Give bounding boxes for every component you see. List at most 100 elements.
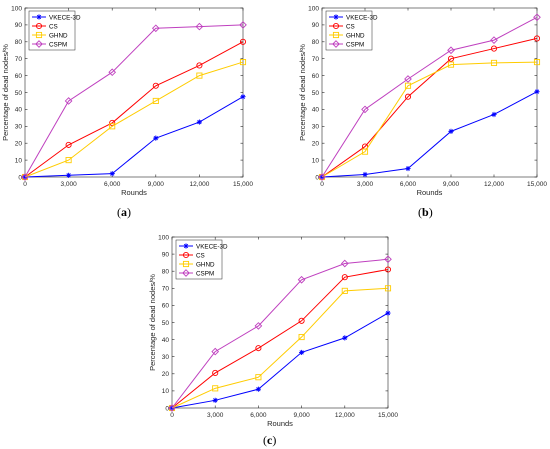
x-tick-label: 0: [320, 181, 324, 188]
data-point-ghnd: [239, 59, 247, 66]
legend-marker: [36, 14, 42, 20]
chart-b: 0 10 20 30 40 50 60 70 80 90 100 0 3,000 6,000 9,000 12…: [298, 5, 547, 197]
y-tick-label: 90: [312, 22, 320, 29]
legend-marker: [333, 14, 339, 20]
y-tick-label: 30: [312, 124, 320, 131]
data-point-cs: [152, 82, 159, 89]
series-line-cspm: [321, 16, 538, 178]
x-axis-label: Rounds: [417, 188, 443, 197]
data-point-cspm: [384, 255, 392, 264]
legend-marker: [182, 260, 190, 268]
data-point-cspm: [340, 259, 349, 268]
data-point-cspm: [168, 404, 176, 412]
legend-marker: [182, 269, 190, 277]
y-tick-label: 60: [312, 73, 320, 80]
data-point-cs: [212, 369, 219, 376]
data-point-cs: [447, 55, 455, 62]
data-point-vkece-3d: [385, 310, 391, 316]
y-tick-label: 50: [312, 90, 320, 97]
data-point-cs: [239, 38, 247, 45]
y-tick-label: 0: [18, 174, 22, 181]
data-point-cspm: [490, 36, 498, 44]
x-tick-label: 6,000: [104, 181, 121, 188]
y-tick-label: 20: [312, 141, 320, 148]
legend-marker: [35, 22, 43, 30]
data-point-cs: [109, 119, 116, 126]
x-tick-label: 3,000: [207, 412, 224, 419]
x-axis-label: Rounds: [121, 188, 147, 197]
y-tick-label: 90: [15, 22, 23, 29]
data-point-vkece-3d: [405, 165, 411, 172]
x-tick-label: 9,000: [148, 181, 165, 188]
y-tick-label: 70: [15, 56, 23, 63]
data-point-cspm: [108, 68, 117, 77]
legend-marker: [182, 251, 190, 259]
data-point-cspm: [151, 24, 160, 33]
data-point-cs: [255, 345, 262, 352]
legend-marker: [332, 22, 340, 30]
data-point-ghnd: [533, 59, 541, 66]
legend-label: CSPM: [49, 41, 67, 48]
data-point-vkece-3d: [299, 349, 305, 356]
data-point-ghnd: [196, 72, 203, 79]
y-axis-label: Percentage of dead nodes/%: [298, 44, 307, 141]
y-tick-label: 100: [158, 234, 169, 241]
caption-c: (c): [263, 433, 277, 447]
y-tick-label: 90: [162, 251, 170, 258]
data-point-ghnd: [384, 285, 392, 292]
data-point-ghnd: [404, 82, 412, 89]
x-tick-label: 12,000: [335, 412, 355, 419]
legend-marker: [35, 31, 43, 39]
data-point-cs: [196, 62, 203, 69]
x-tick-label: 15,000: [233, 181, 253, 188]
legend-label: CSPM: [346, 41, 364, 48]
y-tick-label: 0: [165, 405, 169, 412]
series-line-vkece-3d: [24, 96, 244, 178]
legend-label: GHND: [49, 32, 68, 39]
data-point-vkece-3d: [153, 135, 159, 141]
data-point-cspm: [195, 22, 204, 31]
data-point-ghnd: [65, 157, 72, 164]
series-line-cspm: [171, 258, 389, 409]
legend-marker: [183, 243, 189, 249]
data-point-vkece-3d: [66, 172, 72, 178]
x-tick-label: 12,000: [484, 181, 504, 188]
data-point-vkece-3d: [240, 94, 246, 100]
data-point-cs: [384, 266, 392, 273]
y-tick-label: 40: [312, 107, 320, 114]
caption-b: (b): [418, 205, 433, 219]
x-tick-label: 12,000: [189, 181, 209, 188]
series-line-cs: [321, 37, 538, 178]
y-tick-label: 40: [162, 337, 170, 344]
data-point-vkece-3d: [109, 171, 115, 177]
y-tick-label: 10: [312, 157, 320, 164]
data-point-vkece-3d: [255, 386, 261, 392]
x-tick-label: 9,000: [293, 412, 310, 419]
data-point-cs: [490, 45, 498, 52]
y-tick-label: 50: [15, 90, 23, 97]
y-tick-label: 40: [15, 107, 23, 114]
legend-label: VKECE-3D: [196, 243, 228, 250]
data-point-cs: [533, 35, 541, 42]
data-point-ghnd: [341, 287, 348, 294]
y-tick-label: 30: [162, 354, 170, 361]
data-point-cs: [404, 93, 412, 100]
x-tick-label: 15,000: [378, 412, 398, 419]
data-point-ghnd: [361, 148, 369, 155]
y-axis-label: Percentage of dead nodes/%: [148, 274, 157, 371]
data-point-cspm: [361, 105, 369, 114]
caption-a: (a): [117, 205, 131, 219]
x-tick-label: 6,000: [250, 412, 267, 419]
y-tick-label: 100: [11, 5, 22, 12]
y-tick-label: 60: [162, 303, 170, 310]
legend-label: GHND: [196, 261, 215, 268]
legend-label: CS: [196, 252, 205, 259]
x-tick-label: 9,000: [443, 181, 460, 188]
series-line-cs: [171, 268, 389, 409]
data-point-cspm: [404, 75, 412, 83]
data-point-cs: [65, 141, 72, 148]
y-tick-label: 80: [15, 39, 23, 46]
legend-label: VKECE-3D: [346, 14, 378, 21]
data-point-cs: [341, 274, 348, 281]
